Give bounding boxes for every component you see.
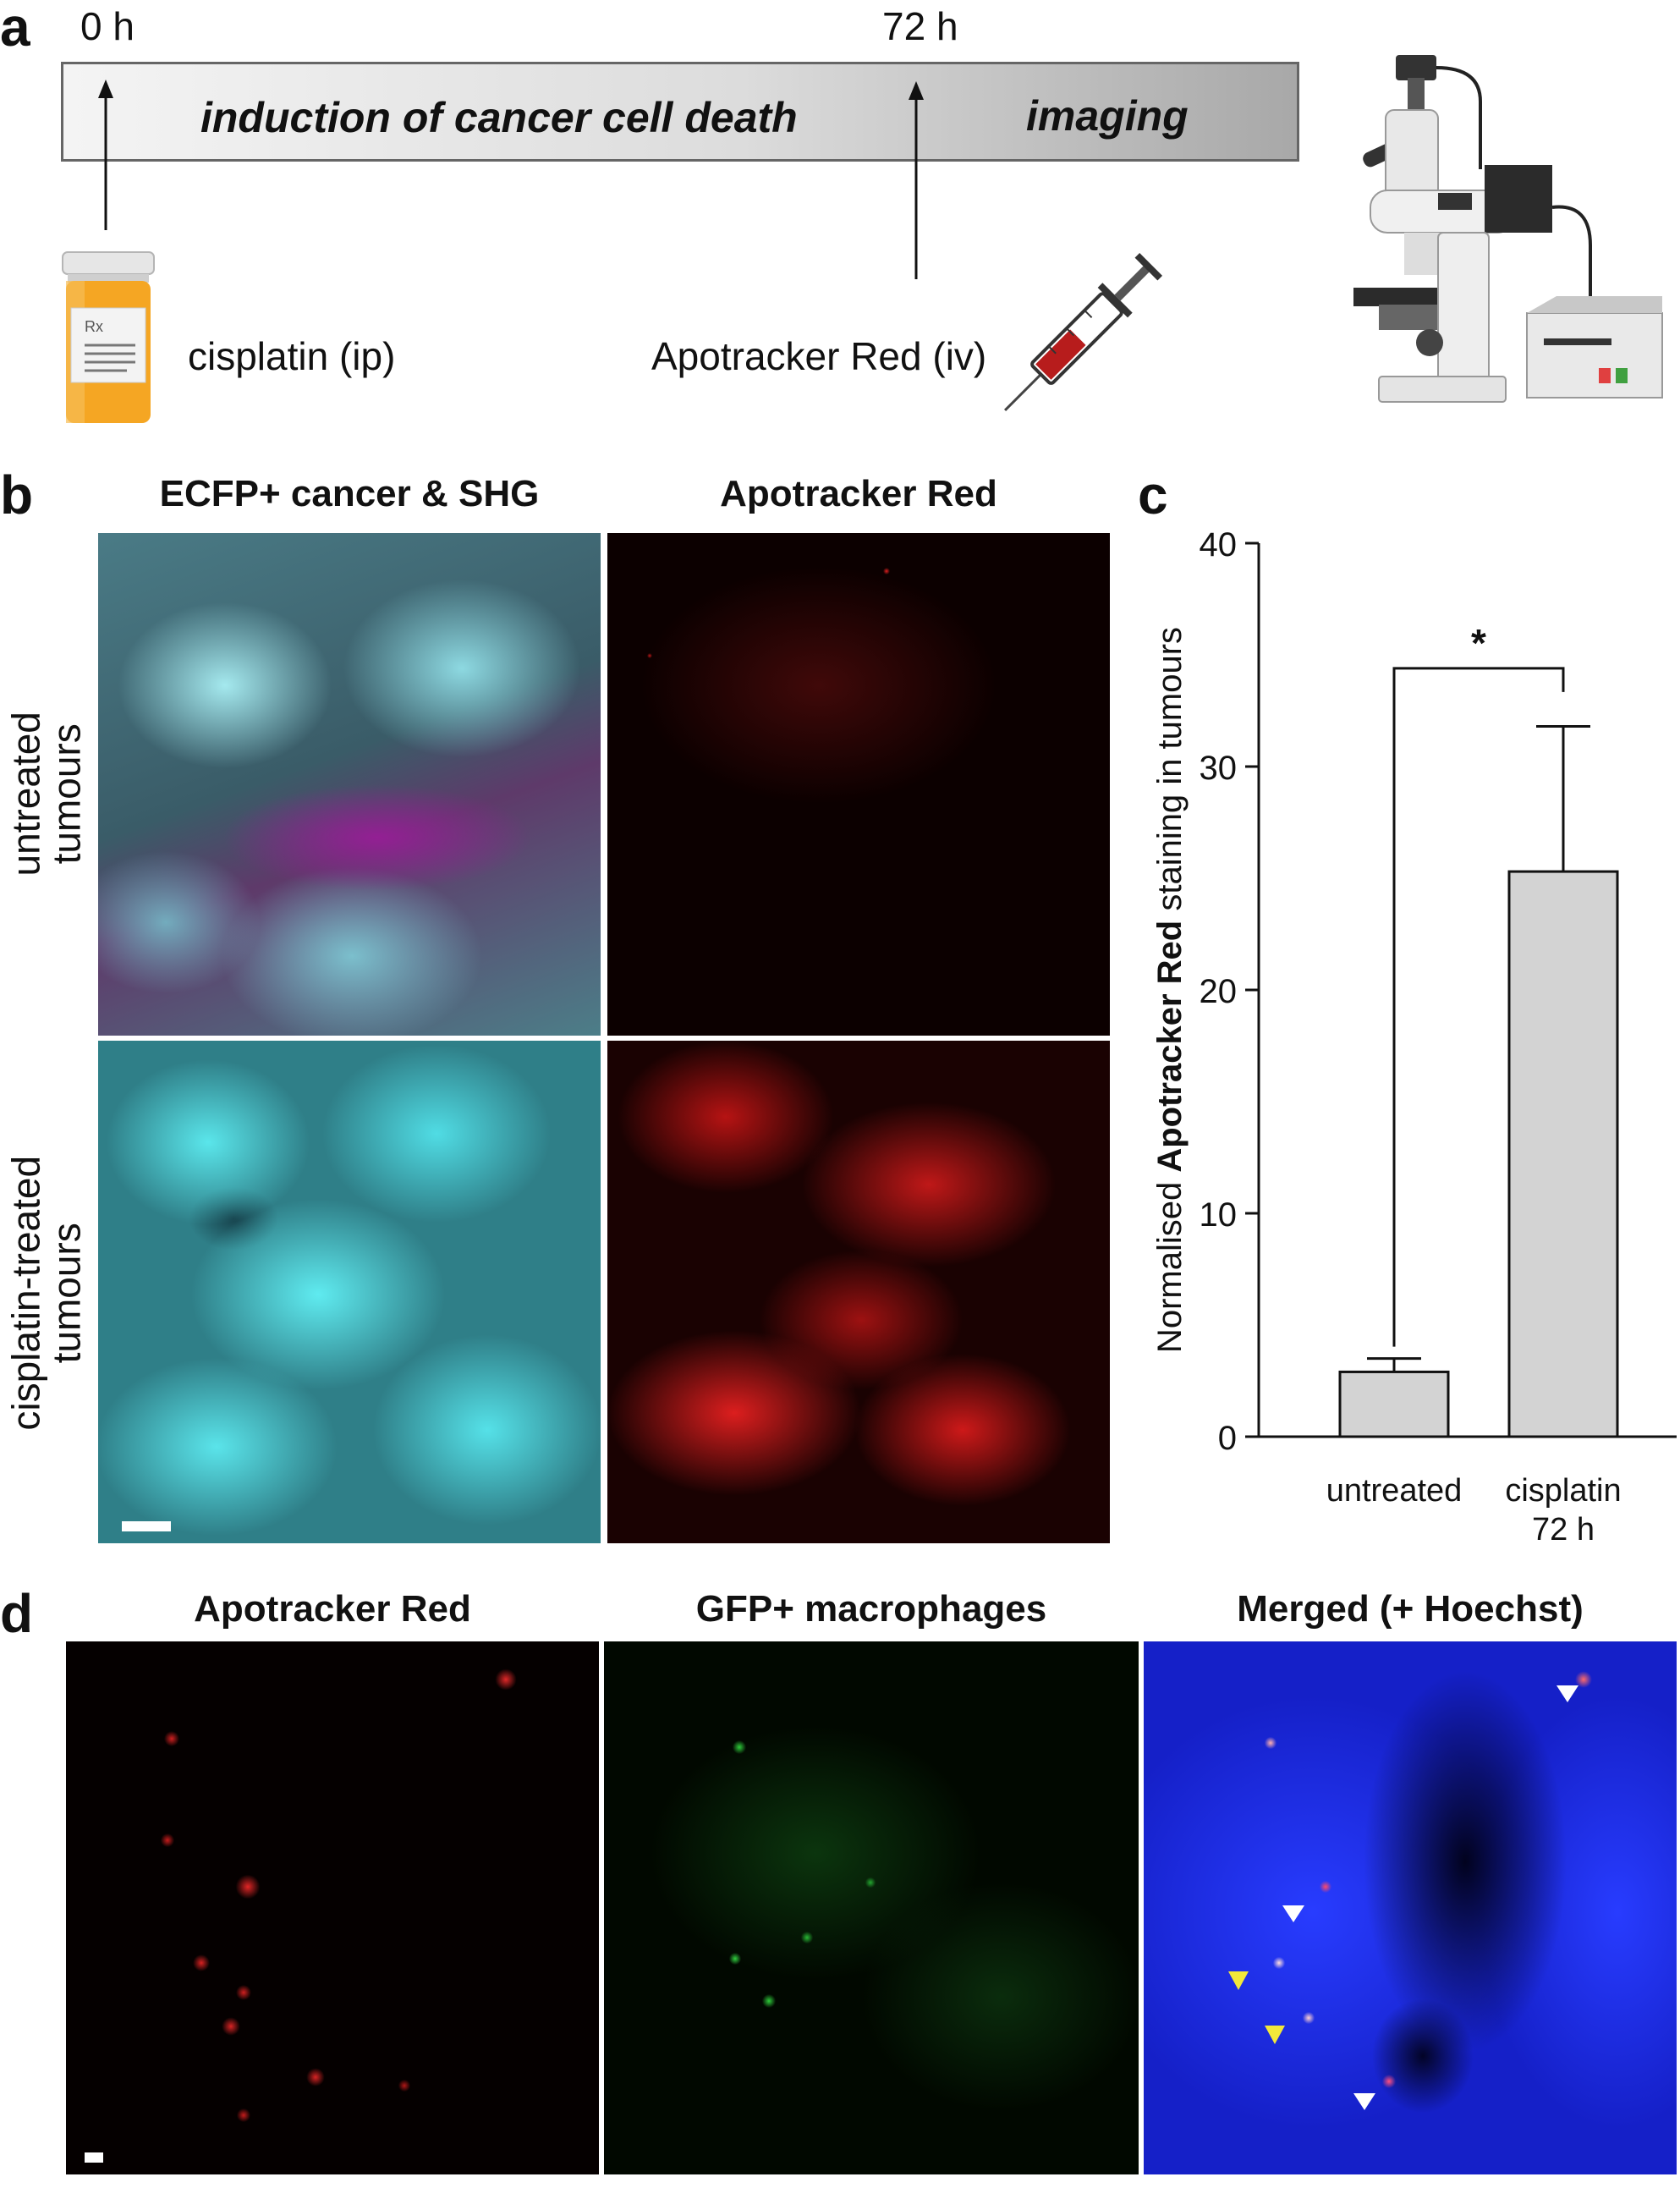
timeline-phase-imaging: imaging <box>1026 92 1189 140</box>
y-tick-label: 40 <box>1200 526 1238 563</box>
row-label-cisplatin-line1: cisplatin-treated <box>3 1155 48 1431</box>
x-tick-label: untreated <box>1326 1473 1463 1509</box>
apotracker-injection-label: Apotracker Red (iv) <box>651 334 987 378</box>
yellow-arrowhead <box>1265 2026 1285 2044</box>
image-d-merged <box>1144 1641 1677 2174</box>
panel-a-letter: a <box>0 0 30 58</box>
scale-bar-d <box>85 2152 103 2163</box>
row-label-cisplatin: cisplatin-treated tumours <box>3 1148 89 1438</box>
row-label-untreated-line2: tumours <box>45 723 89 865</box>
panel-d-letter: d <box>0 1583 34 1644</box>
image-untreated-ecfp-shg <box>98 533 601 1036</box>
panel-d-header-merged: Merged (+ Hoechst) <box>1237 1588 1584 1630</box>
svg-text:Rx: Rx <box>85 318 103 335</box>
y-axis-label: Normalised Apotracker Red staining in tu… <box>1151 627 1189 1353</box>
microscope-icon <box>1353 55 1663 403</box>
panel-b-header-ecfp: ECFP+ cancer & SHG <box>159 473 540 514</box>
y-tick-label: 0 <box>1218 1420 1237 1457</box>
image-untreated-apotracker <box>607 533 1110 1036</box>
panel-d-header-gfp: GFP+ macrophages <box>695 1588 1047 1630</box>
yellow-arrowhead <box>1228 1971 1249 1990</box>
row-label-cisplatin-line2: tumours <box>45 1223 89 1364</box>
row-label-untreated: untreated tumours <box>3 667 89 921</box>
image-d-apotracker <box>66 1641 599 2174</box>
white-arrowhead <box>1282 1905 1304 1922</box>
pill-bottle-icon: Rx <box>62 251 155 423</box>
image-cisplatin-apotracker <box>607 1041 1110 1543</box>
arrowhead-overlay <box>1228 1685 1578 2110</box>
image-cisplatin-ecfp-shg <box>98 1041 601 1543</box>
panel-b-letter: b <box>0 465 34 525</box>
significance-bracket <box>1392 667 1565 1347</box>
x-tick-label: 72 h <box>1532 1512 1595 1548</box>
bar <box>1338 1370 1450 1438</box>
bar <box>1507 870 1619 1438</box>
time-start-label: 0 h <box>80 4 135 48</box>
cisplatin-label: cisplatin (ip) <box>188 334 396 378</box>
panel-d-header-apotracker: Apotracker Red <box>194 1588 471 1630</box>
timeline-phase-induction: induction of cancer cell death <box>200 94 798 141</box>
panel-b-header-apotracker: Apotracker Red <box>720 473 997 514</box>
timeline-arrows <box>98 80 924 279</box>
white-arrowhead <box>1556 1685 1578 1702</box>
scale-bar-b <box>122 1521 171 1531</box>
white-arrowhead <box>1353 2093 1375 2110</box>
x-tick-label: cisplatin <box>1505 1473 1621 1509</box>
y-tick-label: 20 <box>1200 973 1238 1010</box>
syringe-icon <box>1004 252 1163 411</box>
significance-star: * <box>1471 621 1486 665</box>
timeline-bar <box>61 62 1299 162</box>
row-label-untreated-line1: untreated <box>3 712 48 877</box>
time-end-label: 72 h <box>882 4 958 48</box>
panel-c-letter: c <box>1138 465 1168 525</box>
image-d-gfp-macrophages <box>604 1641 1139 2174</box>
y-tick-label: 30 <box>1200 750 1238 787</box>
y-tick-label: 10 <box>1200 1196 1238 1234</box>
